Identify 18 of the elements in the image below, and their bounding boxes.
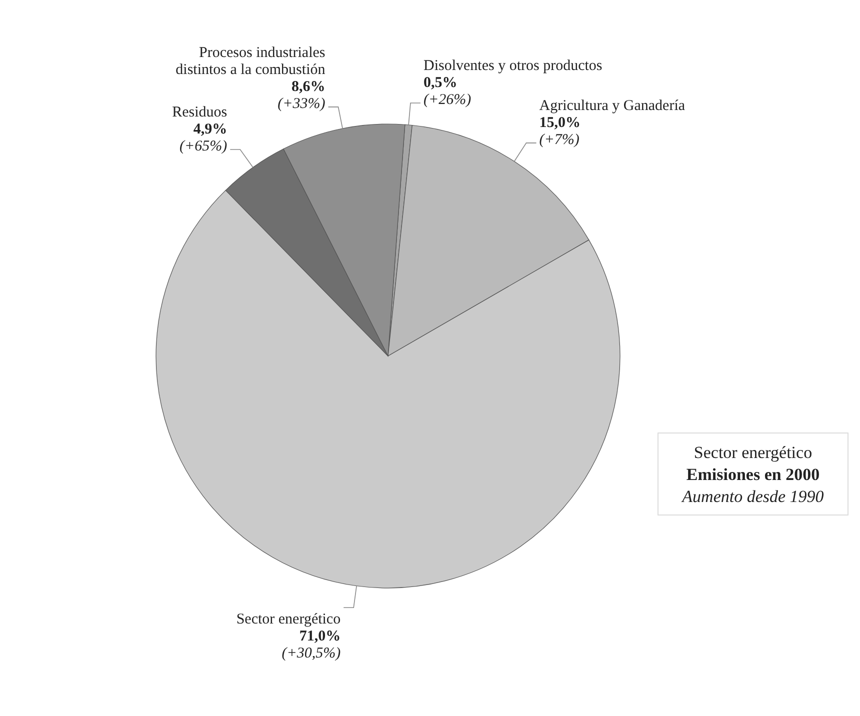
- slice-label: Procesos industriales distintos a la combustión: [176, 44, 326, 78]
- data-label: 4,9%: [193, 121, 228, 138]
- slice-label: Residuos: [172, 104, 228, 120]
- text: (+33%): [278, 96, 326, 112]
- text: (+26%): [424, 92, 472, 108]
- data-label: 8,6%: [291, 78, 326, 95]
- text: Aumento desde 1990: [681, 487, 824, 506]
- data-label: 0,5%: [424, 75, 458, 91]
- data-label: 71,0%: [299, 628, 341, 645]
- slice-label: Sector energético: [694, 443, 812, 462]
- slice-label: Agricultura y Ganadería: [539, 98, 686, 114]
- text: (+65%): [180, 138, 228, 154]
- data-label: 15,0%: [539, 114, 581, 131]
- slice-label: Disolventes y otros productos: [424, 58, 602, 74]
- text: (+7%): [539, 132, 580, 148]
- slice-label: Sector energético: [236, 612, 341, 628]
- text: (+30,5%): [282, 646, 341, 662]
- text: Emisiones en 2000: [686, 465, 820, 484]
